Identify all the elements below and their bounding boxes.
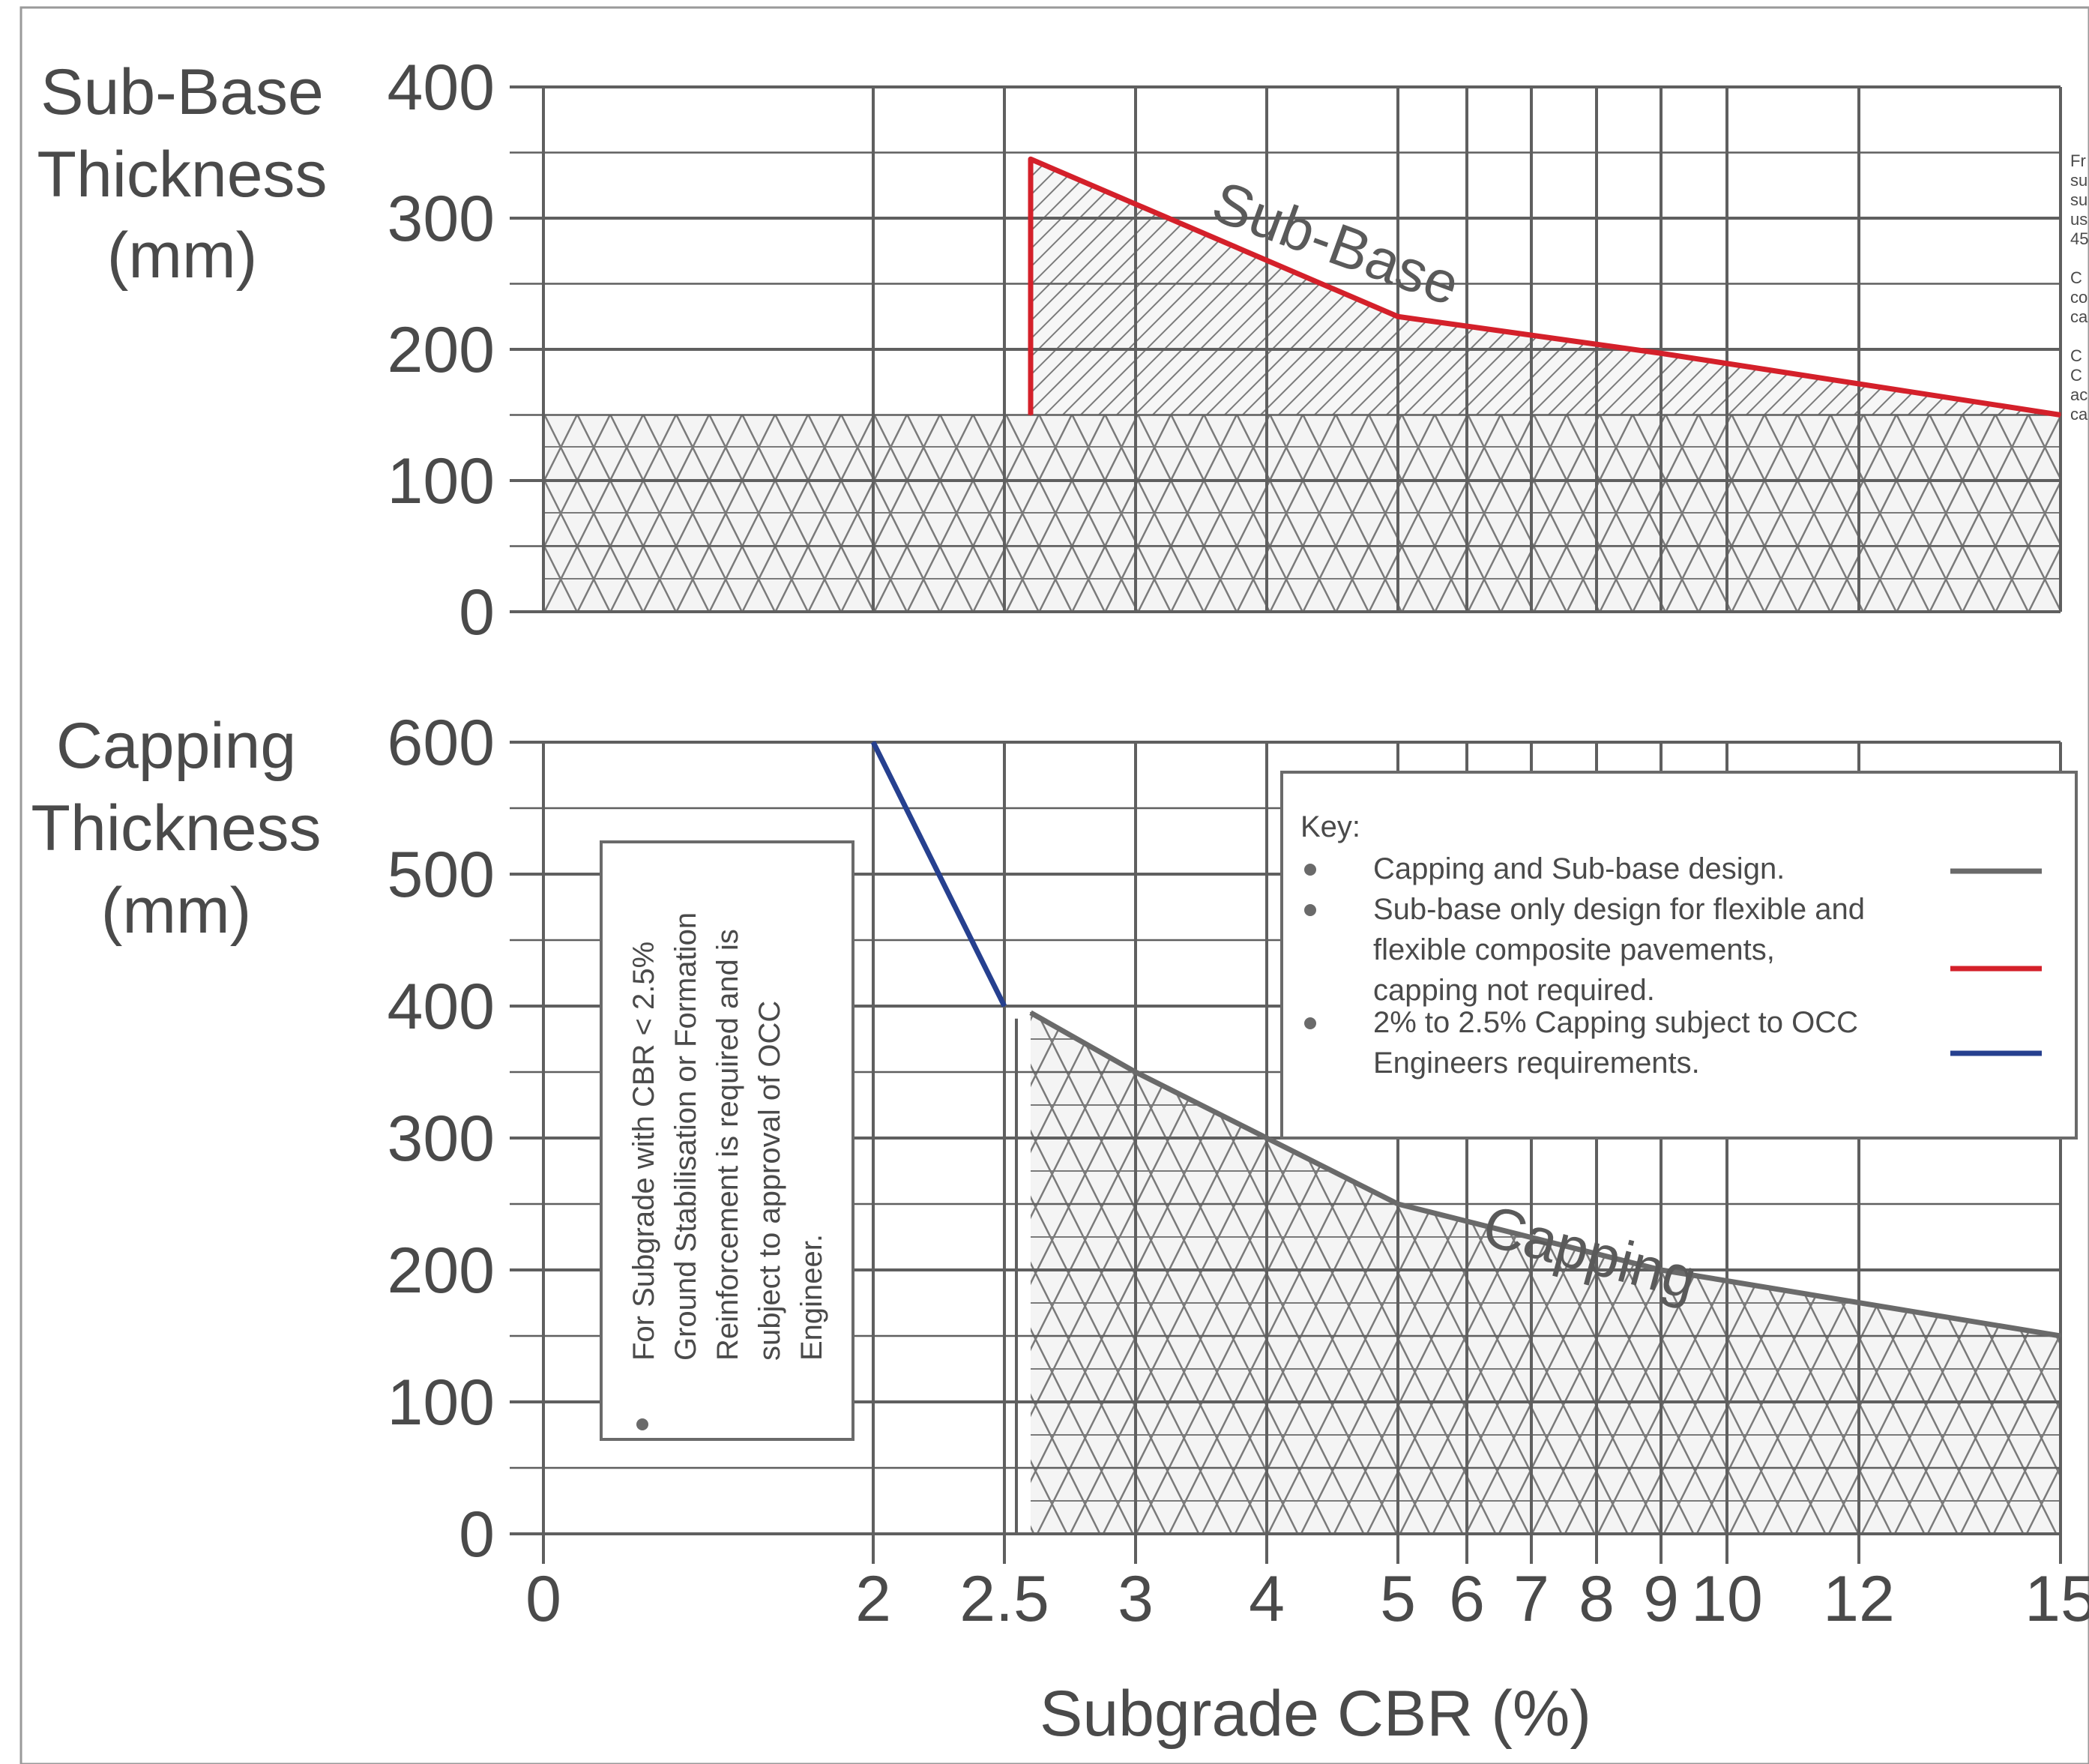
legend-label: 2% to 2.5% Capping subject to OCC: [1373, 1006, 1858, 1039]
y-tick-label: 100: [388, 445, 495, 517]
series-point: [1135, 1071, 1136, 1073]
note-line: Reinforcement is required and is: [711, 929, 744, 1361]
capping-ylabel-line-3: (mm): [101, 875, 252, 947]
subbase-baseline-hatch: [543, 415, 2061, 612]
x-tick-label: 0: [525, 1563, 561, 1635]
figure-border: [19, 6, 2089, 1764]
subgrade-note-text: For Subgrade with CBR < 2.5% Ground Stabi…: [627, 912, 828, 1361]
x-tick-label: 12: [1823, 1563, 1895, 1635]
x-tick-label: 2: [855, 1563, 891, 1635]
side-note-line: ca: [2070, 405, 2088, 424]
side-note-line: su: [2070, 190, 2088, 209]
note-bullet: [636, 1418, 648, 1430]
subbase-grid: [510, 85, 2062, 613]
capping-ylabel-line-1: Capping: [56, 710, 296, 782]
y-tick-label: 400: [388, 52, 495, 124]
subbase-y-ticks: 0 100 200 300 400: [388, 52, 495, 648]
x-axis-label: Subgrade CBR (%): [1040, 1678, 1591, 1750]
side-note-line: us: [2070, 210, 2088, 229]
series-point: [1397, 1203, 1399, 1205]
side-note-line: Fr: [2070, 151, 2086, 170]
subbase-ylabel-line-2: Thickness: [37, 139, 327, 211]
legend-label: flexible composite pavements,: [1373, 933, 1775, 966]
series-point: [2060, 1335, 2061, 1337]
legend-label: Engineers requirements.: [1373, 1047, 1700, 1080]
capping-panel: 0 100 200 300 400 500 600 0 2 2.5 3 4 5 6 7 8 9 10 12 15 C…: [31, 707, 2089, 1750]
legend-bullet: [1304, 904, 1316, 916]
y-tick-label: 200: [388, 1235, 495, 1307]
series-point: [872, 741, 874, 743]
subbase-ylabel-line-3: (mm): [107, 220, 258, 292]
x-tick-label: 15: [2025, 1563, 2089, 1635]
legend-bullet: [1304, 1017, 1316, 1029]
x-tick-label: 10: [1691, 1563, 1763, 1635]
legend: Key: Capping and Sub-base design. Sub-bas…: [1280, 771, 2078, 1140]
legend-title: Key:: [1300, 810, 1360, 843]
series-point: [1030, 158, 1031, 160]
subbase-panel: 0 100 200 300 400 Sub-Base Thickness (mm) Su…: [37, 52, 2062, 648]
side-note-line: ac: [2070, 385, 2088, 404]
legend-items: Capping and Sub-base design. Sub-base onl…: [1304, 852, 2042, 1080]
subbase-ylabel-line-1: Sub-Base: [40, 56, 324, 128]
x-tick-label: 5: [1380, 1563, 1416, 1635]
x-tick-label: 9: [1643, 1563, 1679, 1635]
note-line: Ground Stabilisation or Formation: [669, 912, 702, 1361]
x-tick-label: 6: [1449, 1563, 1485, 1635]
side-note-line: C: [2070, 346, 2082, 365]
y-tick-label: 400: [388, 971, 495, 1043]
series-point: [2060, 414, 2061, 416]
y-tick-label: 300: [388, 1103, 495, 1175]
series-point: [1397, 316, 1399, 318]
legend-bullet: [1304, 864, 1316, 876]
capping-y-axis-label: Capping Thickness (mm): [31, 710, 321, 947]
side-note-line: 45: [2070, 229, 2088, 248]
series-point: [1660, 1269, 1662, 1271]
legend-label: Sub-base only design for flexible and: [1373, 893, 1865, 926]
x-tick-labels: 0 2 2.5 3 4 5 6 7 8 9 10 12 15: [525, 1563, 2089, 1635]
y-tick-label: 100: [388, 1367, 495, 1439]
legend-label: Capping and Sub-base design.: [1373, 852, 1785, 885]
note-line: subject to approval of OCC: [753, 1001, 786, 1361]
side-note-line: C: [2070, 366, 2082, 385]
note-line: Engineer.: [795, 1234, 828, 1361]
side-note-line: ca: [2070, 307, 2088, 326]
y-tick-label: 500: [388, 839, 495, 911]
capping-series: [870, 741, 2061, 1339]
x-tick-label: 2.5: [959, 1563, 1049, 1635]
x-tick-label: 8: [1579, 1563, 1615, 1635]
y-tick-label: 600: [388, 707, 495, 779]
side-note-line: C: [2070, 268, 2082, 287]
series-point: [1030, 414, 1031, 416]
series-point: [1030, 1011, 1031, 1014]
x-tick-label: 3: [1118, 1563, 1154, 1635]
x-tick-label: 4: [1249, 1563, 1285, 1635]
x-tick-label: 7: [1513, 1563, 1549, 1635]
series-point: [1004, 1005, 1005, 1007]
capping-y-ticks: 0 100 200 300 400 500 600: [388, 707, 495, 1571]
series-point: [1660, 352, 1662, 355]
legend-label: capping not required.: [1373, 974, 1655, 1007]
capping-ylabel-line-2: Thickness: [31, 792, 321, 864]
subgrade-note-box: For Subgrade with CBR < 2.5% Ground Stabi…: [600, 840, 854, 1441]
series-line: [1029, 1010, 2061, 1339]
y-tick-label: 200: [388, 314, 495, 386]
series-line: [870, 741, 1007, 1008]
side-note-line: su: [2070, 171, 2088, 190]
side-note-line: co: [2070, 288, 2088, 307]
y-tick-label: 300: [388, 183, 495, 255]
subbase-series: [1028, 156, 2061, 418]
series-point: [1266, 1137, 1267, 1139]
subbase-y-axis-label: Sub-Base Thickness (mm): [37, 56, 327, 292]
note-line: For Subgrade with CBR < 2.5%: [627, 942, 660, 1361]
y-tick-label: 0: [459, 1499, 495, 1571]
y-tick-label: 0: [459, 577, 495, 648]
